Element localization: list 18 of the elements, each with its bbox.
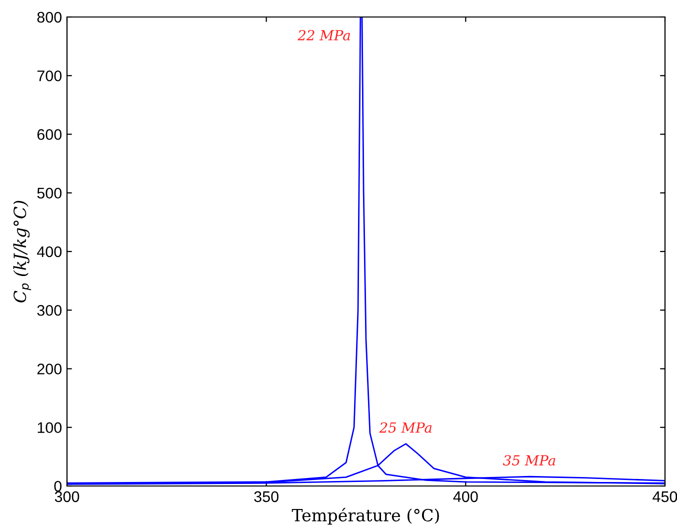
x-tick-label: 400 [453,491,478,502]
y-axis-title: C$_{p}$ (kJ/kg°C) [13,200,32,302]
annotation: 22 MPa [298,30,350,40]
y-tick-label: 400 [37,246,62,258]
y-tick-label: 700 [37,70,62,82]
y-tick-label: 300 [37,304,62,316]
x-tick-label: 300 [54,491,80,502]
y-tick-label: 100 [38,422,62,434]
y-tick-label: 200 [37,364,62,374]
y-tick-label: 500 [37,188,62,199]
y-tick-label: 600 [37,129,62,140]
y-tick-label: 800 [37,12,62,23]
x-tick-label: 350 [254,491,278,502]
y-tick-label: 0 [54,480,62,492]
x-axis-title: Température (°C) [292,508,439,525]
x-tick-label: 450 [652,491,677,502]
annotation: 25 MPa [379,422,432,433]
annotation: 35 MPa [502,455,556,466]
